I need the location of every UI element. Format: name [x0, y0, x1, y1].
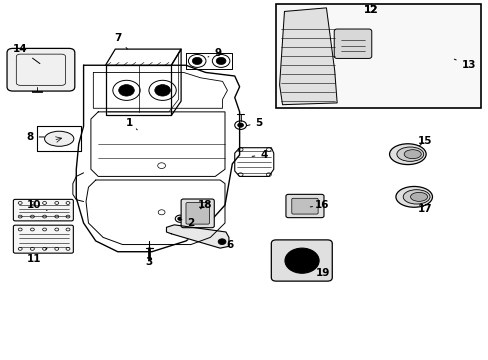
Text: 13: 13: [453, 59, 475, 70]
Text: 15: 15: [417, 136, 431, 146]
Text: 4: 4: [252, 150, 267, 160]
Circle shape: [216, 57, 225, 64]
Circle shape: [192, 57, 202, 64]
Ellipse shape: [404, 150, 420, 159]
FancyBboxPatch shape: [13, 199, 73, 221]
Text: 3: 3: [145, 253, 153, 267]
Text: 12: 12: [363, 5, 378, 15]
Circle shape: [218, 239, 225, 244]
Text: 7: 7: [114, 33, 127, 49]
Circle shape: [237, 123, 243, 127]
Text: 10: 10: [26, 200, 47, 211]
Ellipse shape: [44, 131, 74, 146]
FancyBboxPatch shape: [291, 198, 318, 214]
Circle shape: [119, 85, 134, 96]
FancyBboxPatch shape: [333, 29, 371, 58]
Ellipse shape: [396, 147, 423, 161]
Text: 19: 19: [315, 264, 329, 278]
Circle shape: [297, 257, 306, 264]
Text: 5: 5: [247, 118, 262, 128]
Bar: [276, 4, 480, 108]
Ellipse shape: [389, 144, 425, 165]
FancyBboxPatch shape: [181, 199, 214, 228]
Text: 17: 17: [417, 204, 431, 214]
Text: 6: 6: [220, 239, 233, 249]
Ellipse shape: [410, 192, 427, 201]
Ellipse shape: [395, 186, 431, 207]
Text: 18: 18: [198, 200, 212, 210]
Text: 16: 16: [310, 200, 329, 210]
Text: 1: 1: [126, 118, 137, 130]
Polygon shape: [166, 225, 228, 248]
FancyBboxPatch shape: [185, 203, 209, 224]
FancyBboxPatch shape: [13, 225, 73, 253]
Polygon shape: [279, 8, 336, 105]
Circle shape: [291, 253, 312, 269]
Circle shape: [177, 217, 182, 221]
Text: 14: 14: [13, 44, 40, 64]
Circle shape: [285, 248, 319, 273]
Ellipse shape: [403, 190, 429, 204]
FancyBboxPatch shape: [271, 240, 331, 281]
Text: 9: 9: [207, 48, 221, 58]
FancyBboxPatch shape: [7, 48, 75, 91]
Text: 8: 8: [26, 132, 44, 142]
Text: 2: 2: [181, 218, 194, 228]
Circle shape: [155, 85, 170, 96]
Text: 12: 12: [363, 4, 378, 15]
FancyBboxPatch shape: [285, 194, 324, 218]
Text: 11: 11: [26, 248, 47, 264]
